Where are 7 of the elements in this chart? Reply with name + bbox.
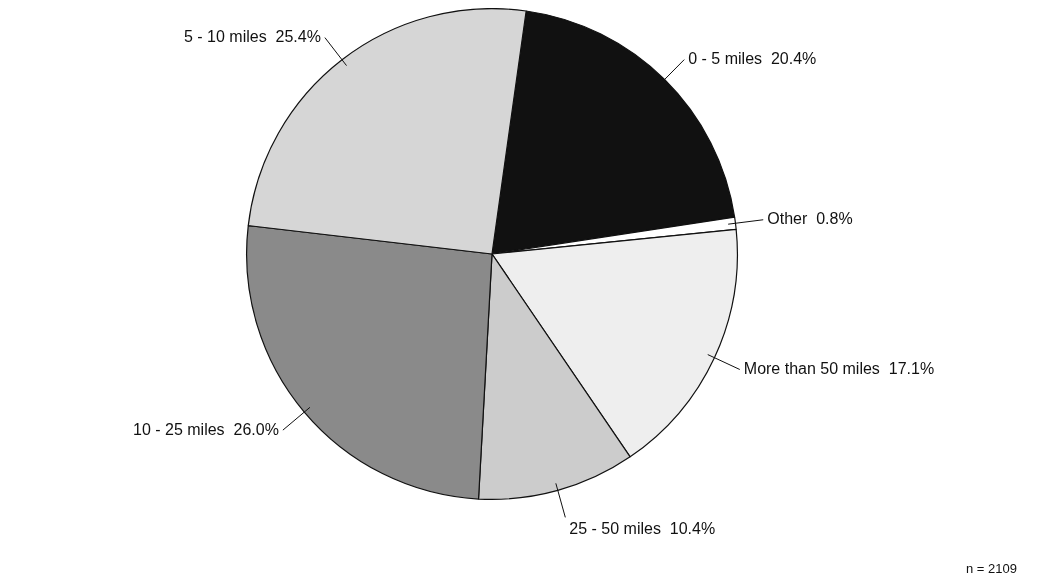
- text: n = 2109: [966, 561, 1017, 577]
- slice-label: 10 - 25 miles 26.0%: [133, 420, 279, 438]
- slice-label: More than 50 miles 17.1%: [743, 359, 935, 377]
- slice-label: 5 - 10 miles 25.4%: [183, 28, 321, 46]
- slice-label: 0 - 5 miles 20.4%: [688, 50, 817, 68]
- slice-label: Other 0.8%: [767, 210, 853, 228]
- slice-label: 25 - 50 miles 10.4%: [569, 519, 716, 537]
